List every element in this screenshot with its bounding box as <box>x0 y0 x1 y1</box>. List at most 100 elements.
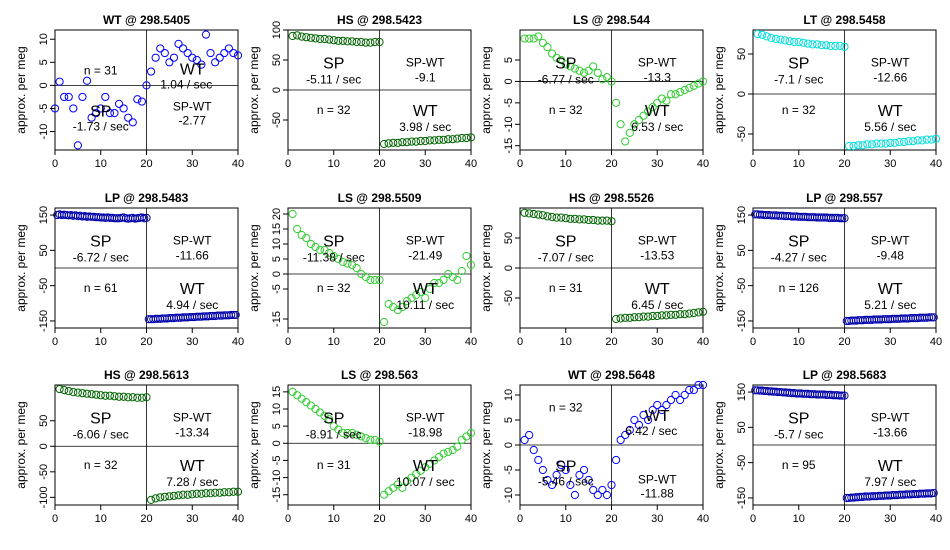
x-tick-label: 40 <box>697 513 709 525</box>
data-point <box>60 92 69 102</box>
data-point <box>822 41 831 50</box>
data-point <box>389 302 398 312</box>
data-point <box>229 48 238 58</box>
y-tick-label: 150 <box>736 383 748 401</box>
data-point <box>780 36 790 45</box>
data-point <box>425 136 434 145</box>
data-point <box>55 77 64 86</box>
data-point <box>753 29 762 39</box>
data-point <box>78 92 87 102</box>
y-tick-label: -10 <box>503 116 515 132</box>
x-tick-label: 0 <box>52 336 58 348</box>
data-point <box>611 98 621 107</box>
wt-label: WT <box>180 61 205 78</box>
data-point <box>347 37 357 46</box>
data-point <box>685 83 694 92</box>
wt-label: WT <box>413 103 438 120</box>
y-axis-label: approx. per meg <box>247 224 261 311</box>
data-point <box>188 490 197 499</box>
wt-label: WT <box>413 458 438 475</box>
spwt-value: -13.66 <box>873 425 907 439</box>
spwt-value: -13.3 <box>644 70 672 84</box>
data-point <box>306 239 315 249</box>
data-point <box>662 311 671 320</box>
data-point <box>224 44 233 53</box>
data-point <box>347 428 357 438</box>
y-tick-label: 0 <box>503 265 515 271</box>
data-point <box>794 37 803 47</box>
chart-title: WT @ 298.5405 <box>103 13 190 27</box>
data-point <box>183 48 192 58</box>
data-point <box>671 90 680 99</box>
y-tick-label: -15 <box>271 311 283 327</box>
data-point <box>160 48 169 58</box>
data-point <box>838 391 847 400</box>
x-tick-label: 30 <box>419 336 431 348</box>
data-point <box>799 38 808 47</box>
y-tick-label: 20 <box>271 208 283 220</box>
data-point <box>657 94 666 103</box>
data-point <box>60 386 69 395</box>
data-point <box>220 48 229 58</box>
data-point <box>785 37 794 46</box>
sp-rate-label: -11.38 / sec <box>303 250 365 264</box>
data-point <box>174 491 183 500</box>
data-point <box>547 49 557 58</box>
data-point <box>320 245 329 255</box>
data-point <box>538 38 547 47</box>
y-tick-label: -50 <box>503 290 515 306</box>
data-point <box>808 40 817 49</box>
data-point <box>634 420 644 430</box>
data-point <box>776 35 785 44</box>
y-tick-label: 5 <box>38 59 50 65</box>
data-point <box>338 428 347 438</box>
data-point <box>525 209 534 218</box>
n-label: n = 32 <box>782 103 816 117</box>
data-point <box>352 263 361 273</box>
data-point <box>525 430 534 440</box>
wt-rate-label: 6.42 / sec <box>625 424 677 438</box>
chart-panel-5: LP @ 298.5483 0 10 20 30 40 -150 -50 50 150 approx… <box>14 191 244 348</box>
y-tick-label: -10 <box>503 487 515 503</box>
data-point <box>142 393 151 402</box>
x-tick-label: 20 <box>140 513 152 525</box>
data-point <box>849 141 858 151</box>
y-tick-label: -10 <box>38 124 50 140</box>
data-point <box>925 489 934 498</box>
data-point <box>64 387 73 396</box>
y-tick-label: -150 <box>38 310 50 332</box>
data-point <box>169 53 179 62</box>
data-point <box>561 60 570 69</box>
data-point <box>653 98 662 107</box>
x-tick-label: 40 <box>465 336 477 348</box>
x-tick-label: 0 <box>750 158 756 170</box>
wt-label: WT <box>645 281 670 298</box>
data-point <box>680 85 689 95</box>
data-point <box>812 40 822 49</box>
spwt-label: SP-WT <box>173 99 212 113</box>
data-point <box>462 133 471 143</box>
y-tick-label: 50 <box>736 244 748 256</box>
data-point <box>169 491 179 500</box>
data-point <box>552 53 561 62</box>
spwt-value: -11.88 <box>641 486 674 500</box>
data-point <box>607 77 616 86</box>
data-point <box>82 76 92 85</box>
y-axis-label: approx. per meg <box>14 224 28 311</box>
sp-label: SP <box>90 410 111 427</box>
data-point <box>922 135 931 144</box>
x-tick-label: 30 <box>186 513 198 525</box>
data-point <box>685 309 694 318</box>
data-point <box>529 209 538 219</box>
data-point <box>634 115 644 125</box>
data-point <box>570 64 580 73</box>
n-label: n = 31 <box>84 63 118 77</box>
data-point <box>653 400 662 410</box>
data-point <box>844 141 854 151</box>
y-axis-label: approx. per meg <box>14 46 28 133</box>
data-point <box>325 248 334 258</box>
data-point <box>639 410 648 420</box>
n-label: n = 126 <box>779 281 820 295</box>
data-point <box>444 269 453 279</box>
data-point <box>570 214 580 223</box>
